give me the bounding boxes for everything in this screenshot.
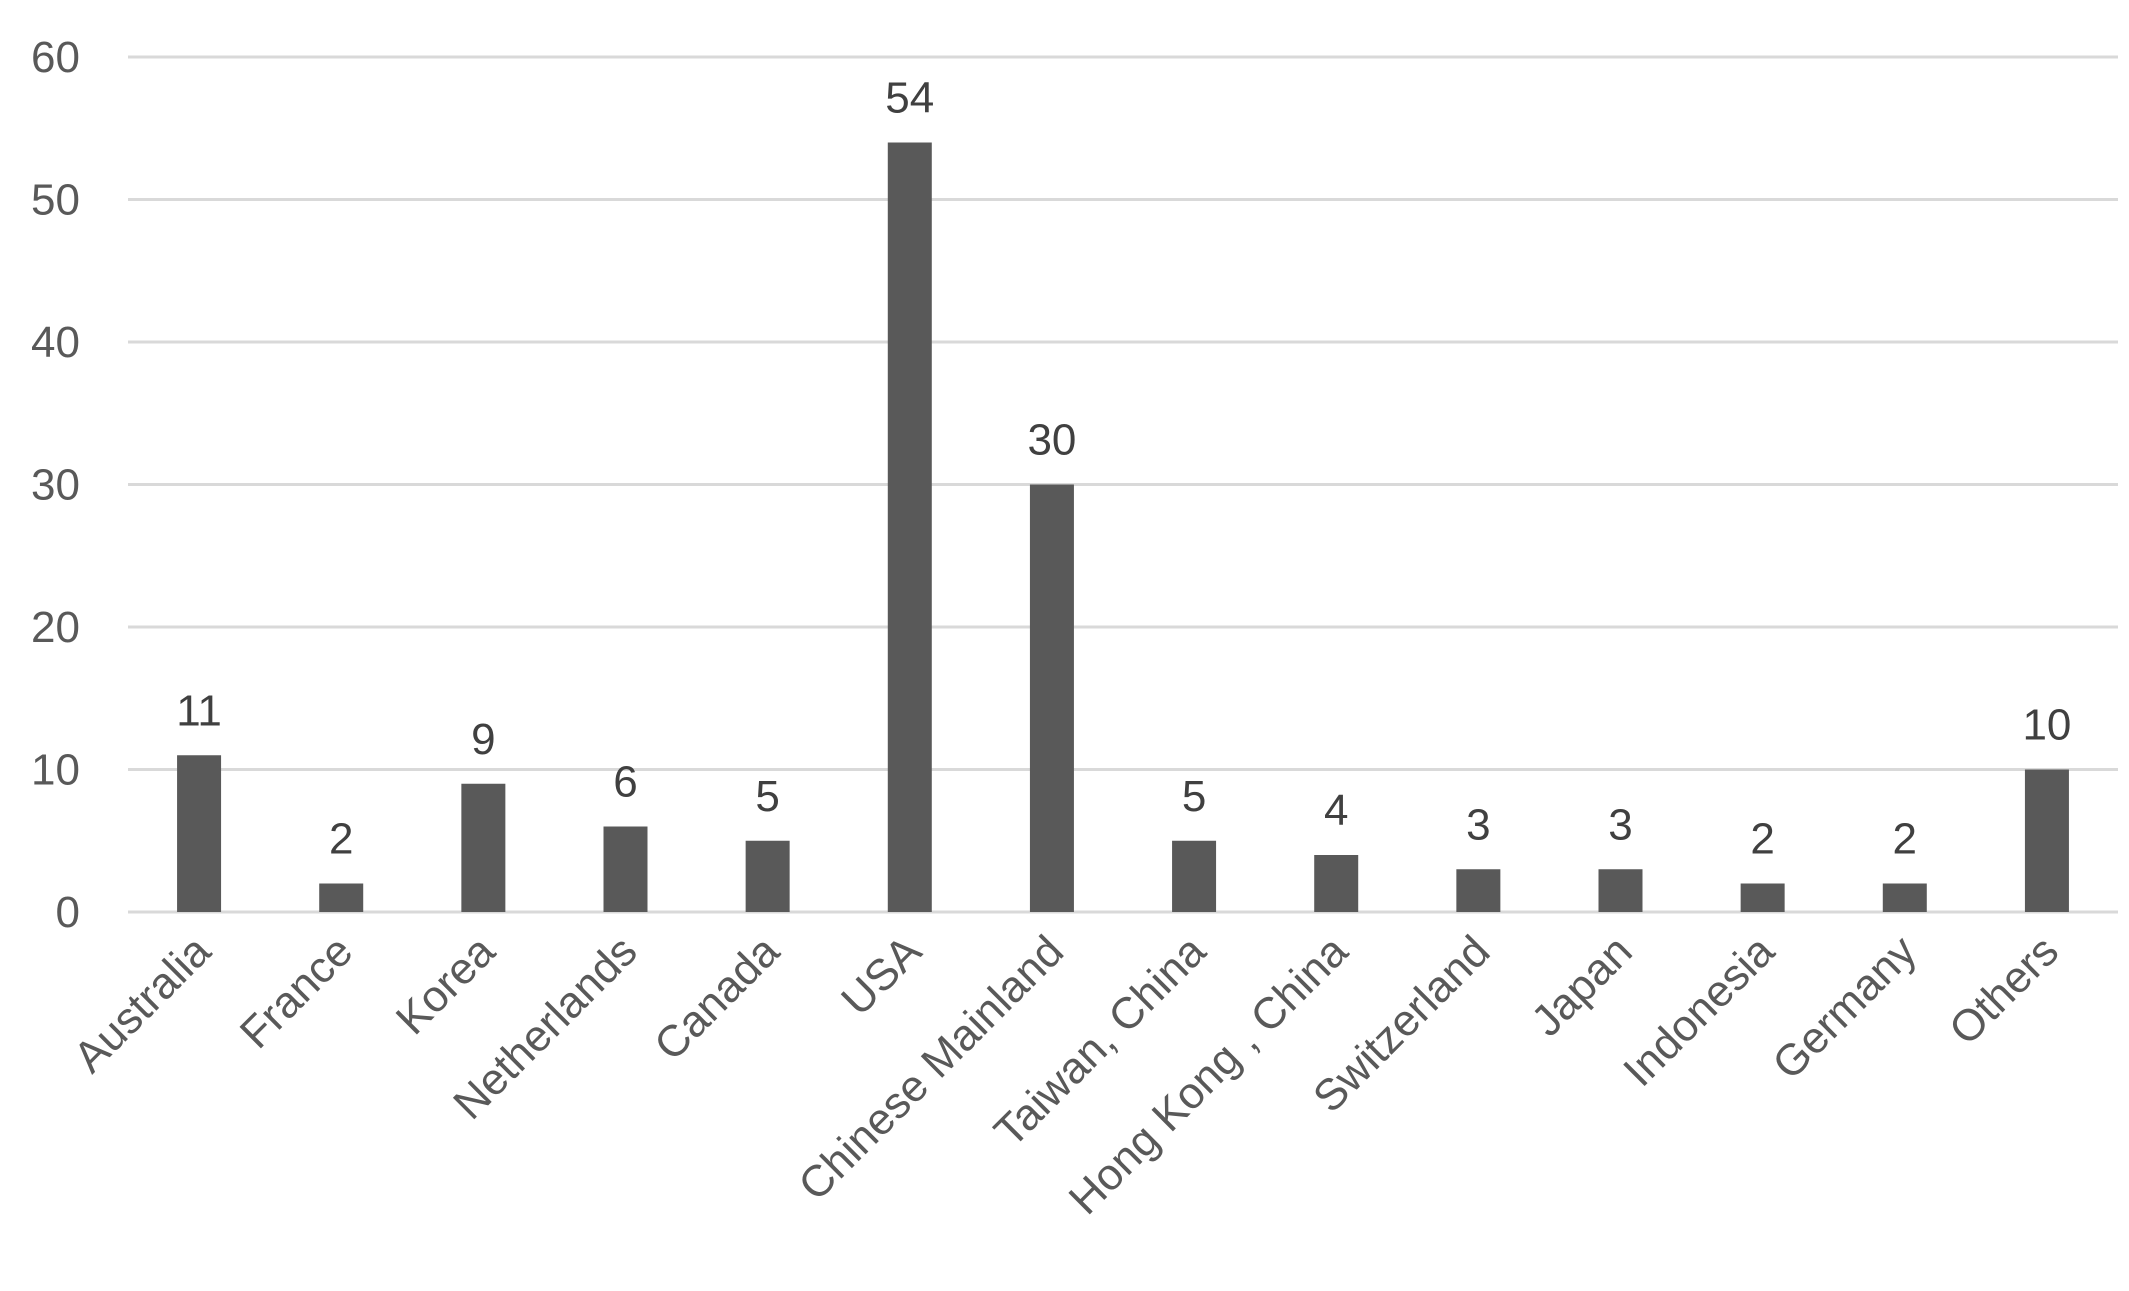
y-tick-label: 30 xyxy=(31,461,80,510)
x-category-label: Germany xyxy=(1763,926,1926,1089)
data-label: 4 xyxy=(1324,786,1348,835)
bars xyxy=(177,142,2069,912)
x-category-label: Korea xyxy=(387,926,505,1044)
data-label: 30 xyxy=(1027,416,1076,465)
bar xyxy=(745,840,790,912)
data-label: 5 xyxy=(1182,772,1206,821)
bar xyxy=(177,755,222,912)
x-category-label: Indonesia xyxy=(1614,926,1784,1096)
bar xyxy=(1029,484,1074,912)
bar xyxy=(1456,869,1501,912)
data-label: 2 xyxy=(329,815,353,864)
y-tick-label: 60 xyxy=(31,33,80,82)
data-label: 6 xyxy=(613,758,637,807)
data-label: 2 xyxy=(1893,815,1917,864)
y-tick-label: 50 xyxy=(31,176,80,225)
bar xyxy=(461,783,506,912)
bar xyxy=(1882,883,1927,912)
gridlines xyxy=(128,55,2118,914)
data-label: 3 xyxy=(1608,800,1632,849)
x-category-label: Australia xyxy=(64,926,220,1082)
bar xyxy=(319,883,364,912)
bar xyxy=(1172,840,1217,912)
y-tick-label: 10 xyxy=(31,746,80,795)
y-axis-ticks: 0 10 20 30 40 50 60 xyxy=(31,33,80,937)
data-label: 10 xyxy=(2022,701,2071,750)
x-category-label: USA xyxy=(832,926,931,1025)
bar xyxy=(1314,855,1359,912)
x-category-label: Hong Kong , China xyxy=(1060,926,1358,1224)
data-label: 3 xyxy=(1466,800,1490,849)
bar xyxy=(2024,769,2069,912)
bar xyxy=(1740,883,1785,912)
bar xyxy=(1598,869,1643,912)
x-category-label: France xyxy=(231,926,362,1057)
bar xyxy=(603,826,648,912)
x-category-label: Others xyxy=(1940,926,2068,1054)
bar xyxy=(887,142,932,912)
data-label: 2 xyxy=(1750,815,1774,864)
data-label: 9 xyxy=(471,715,495,764)
y-tick-label: 40 xyxy=(31,318,80,367)
x-category-label: Japan xyxy=(1522,926,1641,1045)
x-category-label: Canada xyxy=(645,926,789,1070)
y-tick-label: 0 xyxy=(56,888,80,937)
data-label: 5 xyxy=(755,772,779,821)
x-category-label: Chinese Mainland xyxy=(789,926,1073,1210)
data-label: 11 xyxy=(176,686,222,735)
data-label: 54 xyxy=(885,74,934,123)
y-tick-label: 20 xyxy=(31,603,80,652)
